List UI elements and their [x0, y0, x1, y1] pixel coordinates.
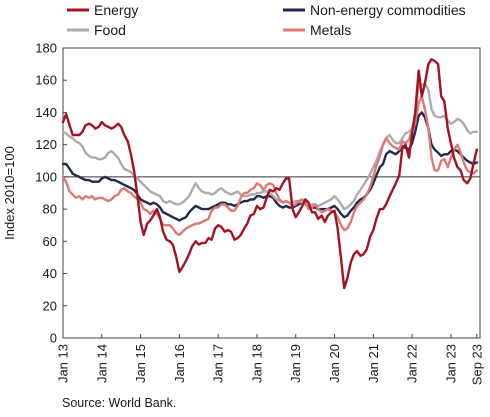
x-tick-label: Jan 17 — [211, 344, 226, 383]
y-tick-label: 80 — [43, 202, 57, 217]
plot-frame — [62, 47, 481, 339]
y-axis-title: Index 2010=100 — [2, 146, 17, 240]
y-tick-label: 100 — [35, 169, 57, 184]
source-note: Source: World Bank. — [62, 396, 177, 410]
x-tick-label: Sep 23 — [469, 344, 484, 385]
x-tick-label: Jan 15 — [133, 344, 148, 383]
x-tick-label: Jan 23 — [443, 344, 458, 383]
x-tick-label: Jan 20 — [327, 344, 342, 383]
y-tick-label: 60 — [43, 234, 57, 249]
series-line-energy — [61, 58, 479, 290]
x-tick-label: Jan 18 — [249, 344, 264, 383]
legend-label-energy: Energy — [94, 2, 138, 18]
x-tick-label: Jan 22 — [405, 344, 420, 383]
x-tick-label: Jan 16 — [172, 344, 187, 383]
y-tick-label: 120 — [35, 137, 57, 152]
x-tick-label: Jan 13 — [56, 344, 71, 383]
y-tick-label: 140 — [35, 105, 57, 120]
legend-label-non-energy-commodities: Non-energy commodities — [310, 2, 466, 18]
x-tick-label: Jan 14 — [94, 344, 109, 383]
y-tick-label: 180 — [35, 41, 57, 56]
y-tick-label: 0 — [50, 331, 57, 346]
y-axis: 0 20 40 60 80 100 120 140 160 180 Index 2010=100 — [2, 41, 67, 346]
x-tick-label: Jan 19 — [288, 344, 303, 383]
series-line-non-energy-commodities — [61, 111, 479, 222]
plot-area — [61, 47, 481, 339]
x-axis: Jan 13 Jan 14 Jan 15 Jan 16 Jan 17 Jan 18 Jan … — [56, 334, 484, 385]
x-tick-label: Jan 21 — [366, 344, 381, 383]
series-line-metals — [61, 95, 479, 237]
legend-label-metals: Metals — [310, 22, 351, 38]
y-tick-label: 160 — [35, 73, 57, 88]
legend: Energy Non-energy commodities Food Metals — [67, 2, 466, 38]
y-tick-label: 40 — [43, 266, 57, 281]
y-tick-label: 20 — [43, 298, 57, 313]
legend-label-food: Food — [94, 22, 126, 38]
